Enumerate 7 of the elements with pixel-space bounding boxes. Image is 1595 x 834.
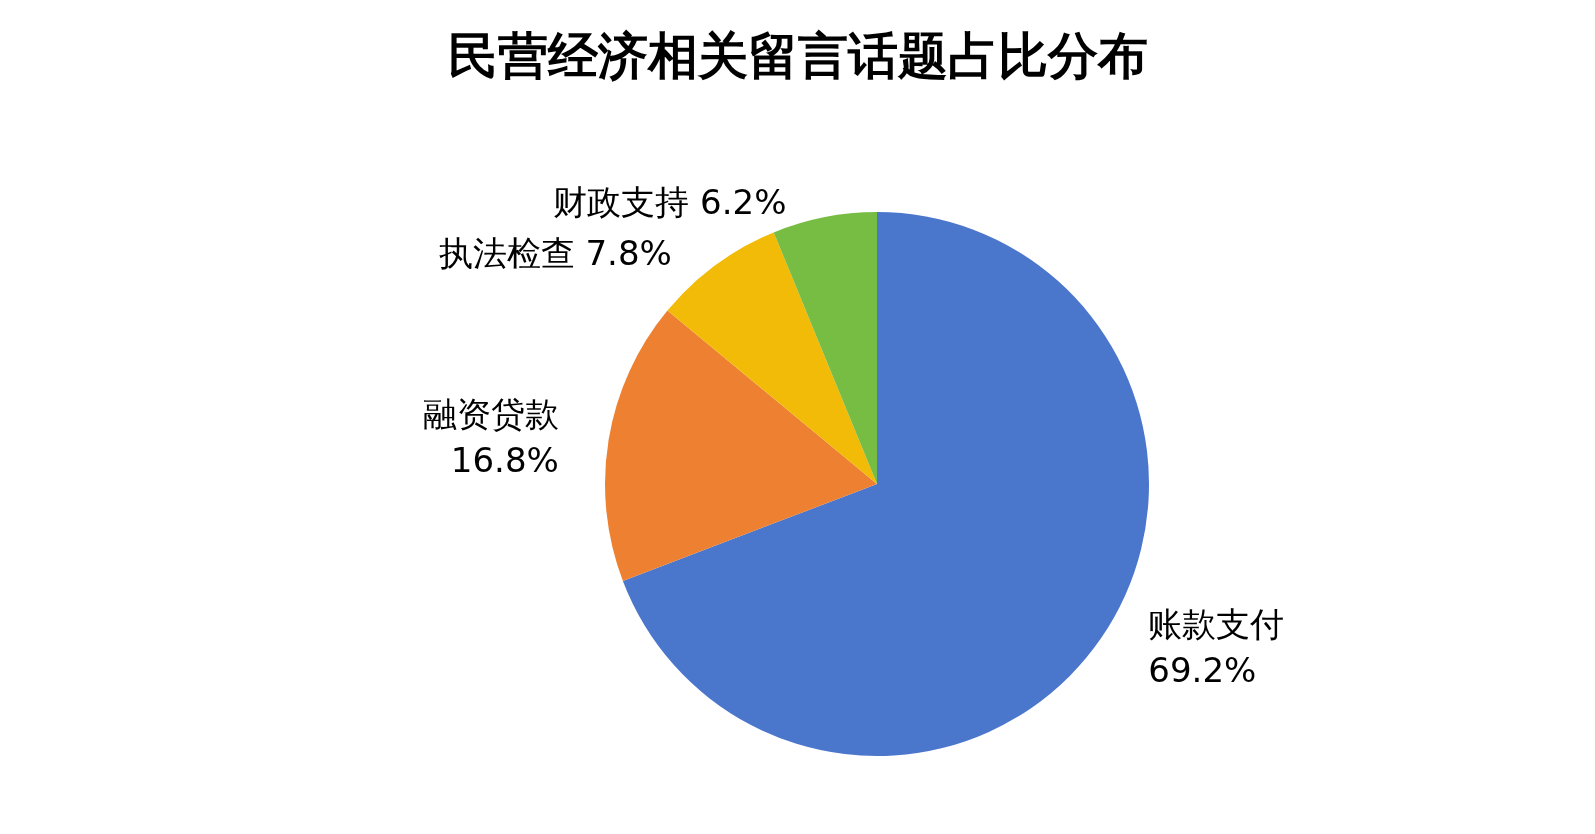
slice-label: 融资贷款 — [422, 394, 559, 435]
chart-title: 民营经济相关留言话题占比分布 — [447, 27, 1148, 85]
data-label: 69.2% — [1148, 649, 1257, 690]
slice-label: 账款支付 — [1148, 603, 1285, 644]
slice-label: 财政支持 6.2% — [553, 182, 787, 223]
data-label: 16.8% — [450, 440, 559, 481]
slice-label: 执法检查 7.8% — [438, 232, 672, 273]
